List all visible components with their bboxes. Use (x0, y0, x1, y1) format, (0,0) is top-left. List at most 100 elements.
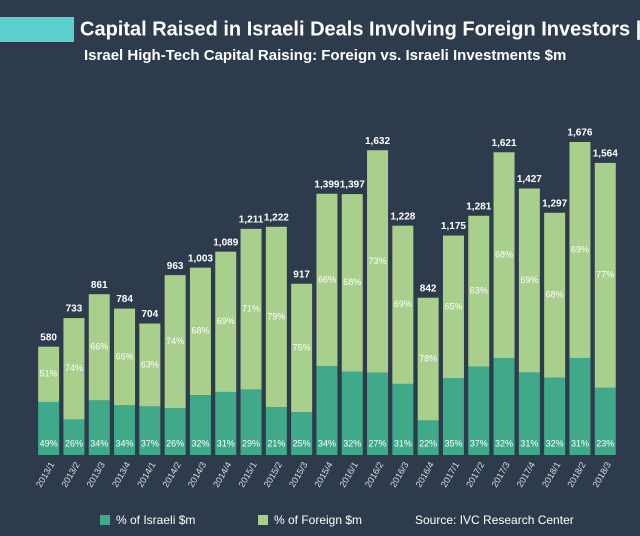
x-tick-label: 2018/1 (540, 460, 562, 489)
data-label: 34% (318, 438, 336, 448)
data-label: 35% (444, 438, 462, 448)
total-label: 784 (116, 294, 133, 305)
bar-segment (468, 366, 490, 455)
x-tick-label: 2013/4 (110, 460, 132, 489)
data-label: 66% (318, 274, 336, 284)
data-label: 75% (293, 342, 311, 352)
x-tick-label: 2016/3 (388, 460, 410, 489)
data-label: 69% (571, 244, 589, 254)
legend-swatch (100, 515, 110, 525)
total-label: 704 (142, 309, 159, 320)
legend-label: % of Foreign $m (274, 513, 362, 527)
legend-swatch (258, 515, 268, 525)
data-label: 69% (394, 299, 412, 309)
x-tick-label: 2014/4 (211, 460, 233, 489)
data-label: 25% (293, 438, 311, 448)
data-label: 21% (267, 438, 285, 448)
bar-segment (442, 235, 464, 379)
data-label: 34% (116, 438, 134, 448)
title-banner (0, 17, 74, 42)
data-label: 29% (242, 438, 260, 448)
data-label: 51% (40, 369, 58, 379)
chart-title: Capital Raised in Israeli Deals Involvin… (80, 18, 640, 40)
data-label: 32% (191, 438, 209, 448)
bar-segment (189, 395, 211, 455)
data-label: 69% (217, 316, 235, 326)
bar-segment (392, 383, 414, 455)
total-label: 861 (91, 280, 108, 291)
data-label: 32% (495, 438, 513, 448)
bar-segment (240, 389, 262, 455)
total-label: 733 (66, 304, 83, 315)
data-label: 79% (267, 311, 285, 321)
total-label: 1,297 (542, 198, 567, 209)
bar-segment (518, 188, 540, 373)
bar-segment (594, 387, 616, 455)
x-tick-label: 2016/2 (363, 460, 385, 489)
bar-segment (417, 297, 439, 421)
bar-segment (240, 228, 262, 390)
bar-segment (493, 358, 515, 455)
total-label: 1,427 (517, 174, 542, 185)
x-tick-label: 2015/1 (236, 460, 258, 489)
data-label: 77% (596, 270, 614, 280)
total-label: 1,222 (264, 212, 289, 223)
data-label: 63% (141, 359, 159, 369)
bar-segment (215, 251, 237, 392)
data-label: 74% (166, 336, 184, 346)
data-label: 63% (470, 286, 488, 296)
total-label: 842 (420, 283, 437, 294)
bar-segment (63, 318, 85, 420)
x-tick-label: 2014/2 (161, 460, 183, 489)
x-tick-label: 2016/4 (414, 460, 436, 489)
total-label: 963 (167, 261, 184, 272)
legend-label: % of Israeli $m (116, 513, 195, 527)
data-label: 78% (419, 353, 437, 363)
data-label: 71% (242, 304, 260, 314)
bar-segment (316, 366, 338, 455)
bar-segment (367, 372, 389, 455)
x-tick-label: 2017/1 (439, 460, 461, 489)
data-label: 26% (166, 438, 184, 448)
bar-segment (63, 419, 85, 455)
bar-segment (189, 267, 211, 396)
bar-segment (341, 371, 363, 455)
bar-segment (164, 275, 186, 409)
x-tick-label: 2018/3 (591, 460, 613, 489)
total-label: 1,399 (314, 179, 339, 190)
bar-segment (544, 212, 566, 378)
total-label: 1,089 (213, 237, 238, 248)
data-label: 31% (394, 438, 412, 448)
bar-segment (392, 225, 414, 384)
data-label: 68% (546, 290, 564, 300)
data-label: 37% (141, 438, 159, 448)
x-tick-label: 2016/1 (338, 460, 360, 489)
bar-segment (594, 162, 616, 388)
x-tick-label: 2013/2 (59, 460, 81, 489)
data-label: 68% (343, 277, 361, 287)
x-tick-label: 2017/4 (515, 460, 537, 489)
bar-segment (569, 142, 591, 358)
data-label: 66% (90, 342, 108, 352)
bar-segment (265, 407, 287, 455)
bar-segment (316, 193, 338, 367)
bar-segment (164, 408, 186, 455)
data-label: 32% (343, 438, 361, 448)
data-label: 68% (495, 250, 513, 260)
total-label: 1,621 (492, 138, 517, 149)
total-label: 1,281 (466, 201, 491, 212)
chart-subtitle: Israel High-Tech Capital Raising: Foreig… (84, 47, 566, 64)
x-tick-label: 2017/3 (489, 460, 511, 489)
bar-segment (493, 152, 515, 359)
x-tick-label: 2014/3 (186, 460, 208, 489)
data-label: 49% (40, 438, 58, 448)
bar-segment (265, 226, 287, 408)
data-label: 31% (520, 438, 538, 448)
bar-segment (139, 323, 161, 407)
data-label: 69% (520, 275, 538, 285)
data-label: 37% (470, 438, 488, 448)
x-tick-label: 2017/2 (464, 460, 486, 489)
x-tick-label: 2013/1 (34, 460, 56, 489)
bar-segment (468, 215, 490, 367)
total-label: 580 (40, 332, 57, 343)
